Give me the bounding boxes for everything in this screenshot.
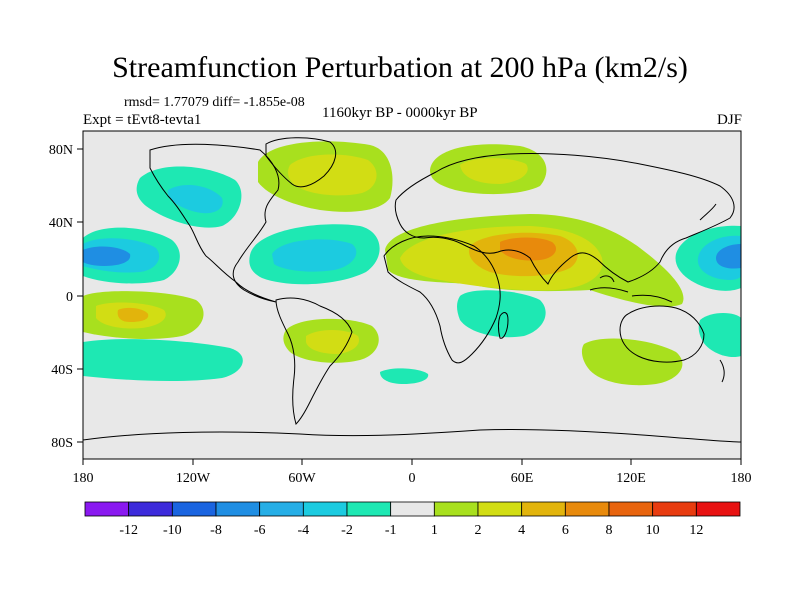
- coastlines: [83, 137, 741, 443]
- colorbar-label: -6: [254, 523, 266, 538]
- lon-label-120e: 120E: [616, 471, 646, 486]
- colorbar-swatch: [346, 501, 392, 517]
- anomaly-north-america-core: [167, 184, 223, 214]
- colorbar-swatch: [84, 501, 130, 517]
- rmsd-diff-stats: rmsd= 1.77079 diff= -1.855e-08: [124, 95, 305, 110]
- anomaly-siberia-core: [460, 158, 528, 184]
- coastline-south-america: [275, 297, 353, 425]
- lat-label-80n: 80N: [49, 143, 73, 158]
- colorbar-swatch: [695, 501, 741, 517]
- colorbar-swatch: [521, 501, 566, 517]
- colorbar: [84, 501, 741, 517]
- lon-label-120w: 120W: [176, 471, 211, 486]
- lat-ticks: [77, 148, 83, 443]
- coastline-indonesia: [589, 275, 673, 303]
- colorbar-label: 2: [475, 523, 482, 538]
- coastline-north-america: [149, 143, 280, 303]
- coastline-australia: [619, 305, 705, 363]
- lat-label-40n: 40N: [49, 216, 73, 231]
- lat-label-80s: 80S: [51, 436, 73, 451]
- anomaly-pacific-negative-east-inner: [716, 244, 741, 269]
- lon-label-60w: 60W: [288, 471, 316, 486]
- colorbar-swatch: [477, 501, 523, 517]
- colorbar-swatch: [564, 501, 610, 517]
- lon-ticks: [82, 459, 742, 465]
- coastline-new-zealand: [719, 359, 725, 383]
- lat-label-0: 0: [66, 290, 73, 305]
- lon-label-60e: 60E: [511, 471, 534, 486]
- lon-label-0: 0: [409, 471, 416, 486]
- coastline-eurasia: [394, 152, 735, 285]
- coastline-japan: [699, 203, 717, 221]
- anomaly-south-indian-positive: [581, 338, 683, 386]
- anomaly-atlantic-subtropical-core: [272, 239, 357, 272]
- colorbar-swatch: [608, 501, 654, 517]
- colorbar-label: -12: [119, 523, 138, 538]
- colorbar-label: -1: [385, 523, 397, 538]
- period-label: 1160kyr BP - 0000kyr BP: [322, 105, 478, 121]
- colorbar-swatch: [128, 501, 173, 517]
- anomaly-pacific-negative-west-inner: [83, 246, 131, 266]
- anomaly-south-atlantic-core: [306, 330, 360, 354]
- colorbar-label: 8: [606, 523, 613, 538]
- colorbar-swatch: [171, 501, 217, 517]
- lon-label-180e: 180: [731, 471, 752, 486]
- colorbar-swatch: [390, 501, 435, 517]
- lon-label-180w: 180: [73, 471, 94, 486]
- colorbar-label: 12: [689, 523, 703, 538]
- season-label: DJF: [716, 112, 742, 128]
- contour-fills: [83, 141, 741, 386]
- colorbar-swatch: [652, 501, 697, 517]
- lat-label-40s: 40S: [51, 363, 73, 378]
- anomaly-south-ocean-negative-mid: [380, 368, 429, 384]
- colorbar-label: 6: [562, 523, 569, 538]
- anomaly-south-pacific-inner: [117, 307, 149, 322]
- coastline-antarctica: [83, 428, 741, 443]
- coastline-madagascar: [498, 312, 509, 339]
- anomaly-asia-africa-core: [500, 237, 556, 261]
- colorbar-labels: -12 -10 -8 -6 -4 -2 -1 1 2 4 6 8 10 12: [119, 523, 703, 538]
- anomaly-south-ocean-negative-west: [83, 339, 243, 382]
- coastline-greenland: [265, 137, 337, 188]
- figure-title: Streamfunction Perturbation at 200 hPa (…: [112, 51, 688, 84]
- colorbar-label: -2: [341, 523, 353, 538]
- colorbar-swatch: [433, 501, 479, 517]
- experiment-label: Expt = tEvt8-tevta1: [83, 112, 202, 128]
- colorbar-swatch: [259, 501, 304, 517]
- colorbar-swatch: [215, 501, 261, 517]
- anomaly-south-ocean-negative-east: [698, 313, 741, 358]
- colorbar-label: -4: [297, 523, 309, 538]
- colorbar-label: -10: [163, 523, 182, 538]
- colorbar-label: 10: [646, 523, 660, 538]
- coastline-africa: [383, 235, 501, 364]
- colorbar-label: -8: [210, 523, 222, 538]
- colorbar-label: 4: [518, 523, 525, 538]
- colorbar-swatch: [302, 501, 348, 517]
- colorbar-label: 1: [431, 523, 438, 538]
